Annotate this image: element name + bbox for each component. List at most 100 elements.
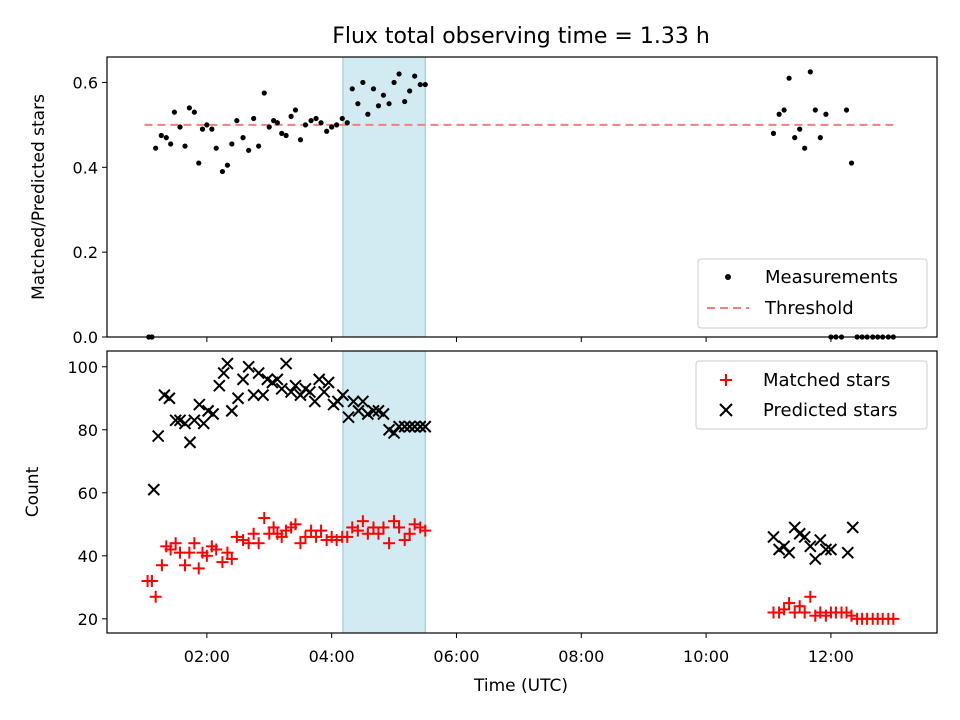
top-y-tick-label: 0.2 — [73, 243, 98, 262]
predicted-star-point — [252, 366, 265, 380]
measurement-point — [807, 69, 813, 75]
predicted-star-point — [206, 407, 220, 421]
predicted-star-point — [178, 417, 192, 430]
matched-star-point — [798, 606, 811, 619]
x-axis-label: Time (UTC) — [473, 676, 568, 696]
measurement-point — [251, 115, 257, 122]
bottom-legend: Matched stars Predicted stars — [695, 360, 928, 430]
predicted-star-point — [188, 414, 201, 427]
predicted-star-point — [322, 376, 335, 389]
measurement-point — [792, 135, 798, 141]
predicted-star-point — [308, 395, 322, 408]
matched-star-point — [149, 590, 162, 603]
predicted-star-point — [814, 533, 827, 547]
measurement-point — [776, 111, 782, 117]
measurement-point — [297, 137, 304, 143]
bottom-y-axis-label: Count — [23, 466, 43, 517]
predicted-star-point — [336, 388, 350, 402]
measurement-point — [171, 109, 177, 115]
matched-star-point — [188, 537, 201, 550]
matched-star-point — [372, 527, 385, 540]
measurement-point — [292, 107, 299, 113]
measurement-point — [344, 120, 350, 126]
measurement-point — [334, 122, 340, 128]
bottom-y-ticks: 20 40 60 80 100 — [67, 358, 107, 629]
bottom-y-tick-label: 20 — [78, 610, 98, 629]
measurement-point — [213, 145, 219, 151]
matched-star-point — [294, 537, 307, 550]
predicted-star-point — [361, 407, 375, 421]
matched-star-point — [315, 524, 328, 537]
matched-star-point — [351, 524, 364, 537]
legend-matched-marker — [720, 374, 732, 386]
predicted-star-point — [256, 388, 270, 402]
measurement-point — [246, 147, 252, 153]
measurement-point — [370, 86, 377, 92]
measurement-point — [240, 135, 246, 141]
matched-star-point — [793, 600, 806, 613]
measurement-point — [313, 115, 319, 122]
measurement-point — [302, 122, 309, 128]
measurement-point — [802, 145, 808, 151]
measurement-point — [412, 73, 418, 79]
matched-star-point — [252, 537, 265, 550]
bottom-x-tick-label: 08:00 — [558, 647, 604, 666]
predicted-star-point — [356, 395, 370, 408]
predicted-star-point — [403, 420, 416, 433]
measurement-point — [843, 107, 850, 113]
bottom-y-tick-label: 40 — [78, 547, 98, 566]
measurement-point — [391, 79, 397, 86]
matched-star-point — [361, 527, 374, 540]
legend-predicted-marker — [719, 403, 733, 417]
predicted-star-point — [804, 540, 817, 553]
measurement-point — [266, 124, 272, 130]
predicted-star-point — [217, 366, 230, 380]
measurement-point — [781, 107, 787, 113]
measurement-point — [279, 130, 285, 136]
matched-star-point — [778, 603, 791, 616]
predicted-star-point — [782, 546, 796, 559]
predicted-star-point — [317, 385, 331, 399]
predicted-star-point — [408, 420, 421, 433]
top-highlight-band — [342, 56, 426, 338]
predicted-star-point — [767, 530, 780, 544]
matched-star-point — [356, 515, 369, 528]
bottom-legend-box — [695, 360, 928, 430]
matched-star-point — [377, 521, 390, 534]
predicted-star-point — [197, 417, 210, 430]
bottom-y-tick-label: 80 — [78, 421, 98, 440]
matched-star-point — [341, 530, 354, 543]
predicted-star-point — [289, 379, 302, 392]
predicted-star-point — [819, 543, 833, 556]
matched-star-point — [258, 511, 271, 524]
predicted-star-point — [271, 373, 284, 386]
matched-star-point — [383, 537, 396, 550]
matched-star-point — [179, 559, 192, 572]
measurement-point — [182, 143, 188, 149]
predicted-star-point — [312, 373, 326, 386]
predicted-star-point — [398, 420, 411, 433]
predicted-star-point — [347, 395, 360, 408]
predicted-star-point — [147, 483, 161, 496]
predicted-star-point — [809, 552, 822, 566]
top-y-tick-label: 0.4 — [73, 158, 98, 177]
measurement-point — [324, 128, 330, 134]
measurement-point — [402, 98, 408, 105]
matched-star-point — [388, 515, 401, 528]
predicted-star-point — [193, 398, 206, 411]
legend-measurements-marker — [725, 274, 731, 280]
measurement-point — [191, 109, 197, 115]
measurement-point — [812, 107, 818, 113]
measurement-point — [417, 81, 423, 88]
matched-star-point — [216, 556, 229, 569]
measurement-point — [386, 101, 392, 107]
matched-star-point — [230, 530, 243, 543]
measurement-point — [163, 135, 169, 141]
legend-measurements-label: Measurements — [765, 267, 898, 288]
measurement-point — [288, 113, 294, 119]
predicted-star-point — [275, 382, 288, 396]
predicted-star-point — [352, 404, 365, 418]
measurement-point — [375, 103, 382, 109]
matched-star-point — [155, 559, 168, 572]
